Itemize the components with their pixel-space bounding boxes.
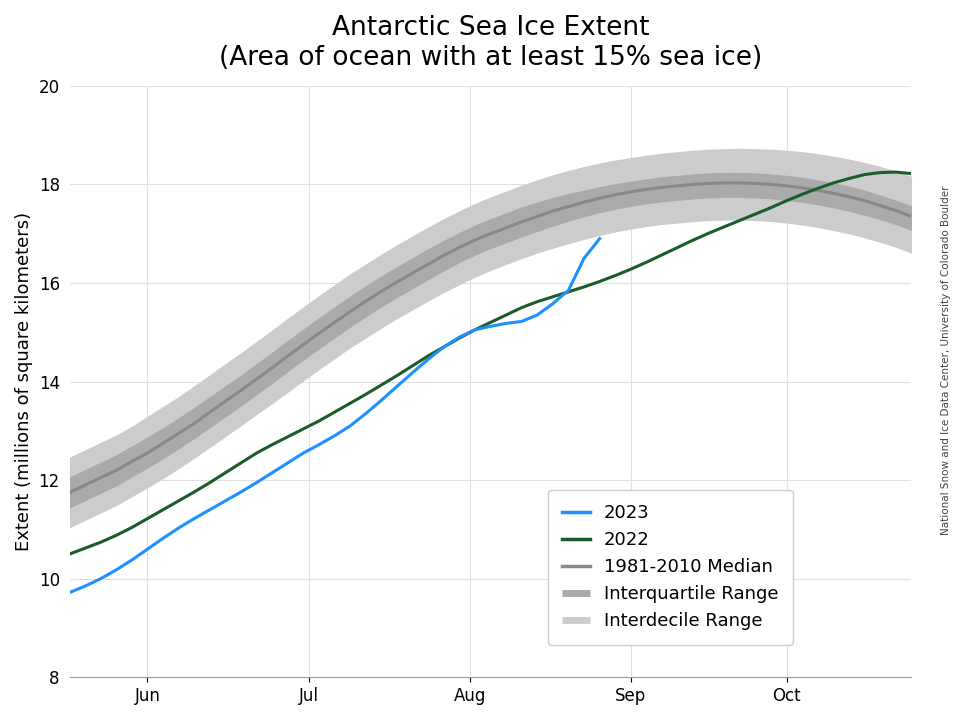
Y-axis label: Extent (millions of square kilometers): Extent (millions of square kilometers) — [15, 212, 33, 551]
Title: Antarctic Sea Ice Extent
(Area of ocean with at least 15% sea ice): Antarctic Sea Ice Extent (Area of ocean … — [219, 15, 762, 71]
Legend: 2023, 2022, 1981-2010 Median, Interquartile Range, Interdecile Range: 2023, 2022, 1981-2010 Median, Interquart… — [548, 490, 793, 644]
Text: National Snow and Ice Data Center, University of Colorado Boulder: National Snow and Ice Data Center, Unive… — [941, 185, 950, 535]
